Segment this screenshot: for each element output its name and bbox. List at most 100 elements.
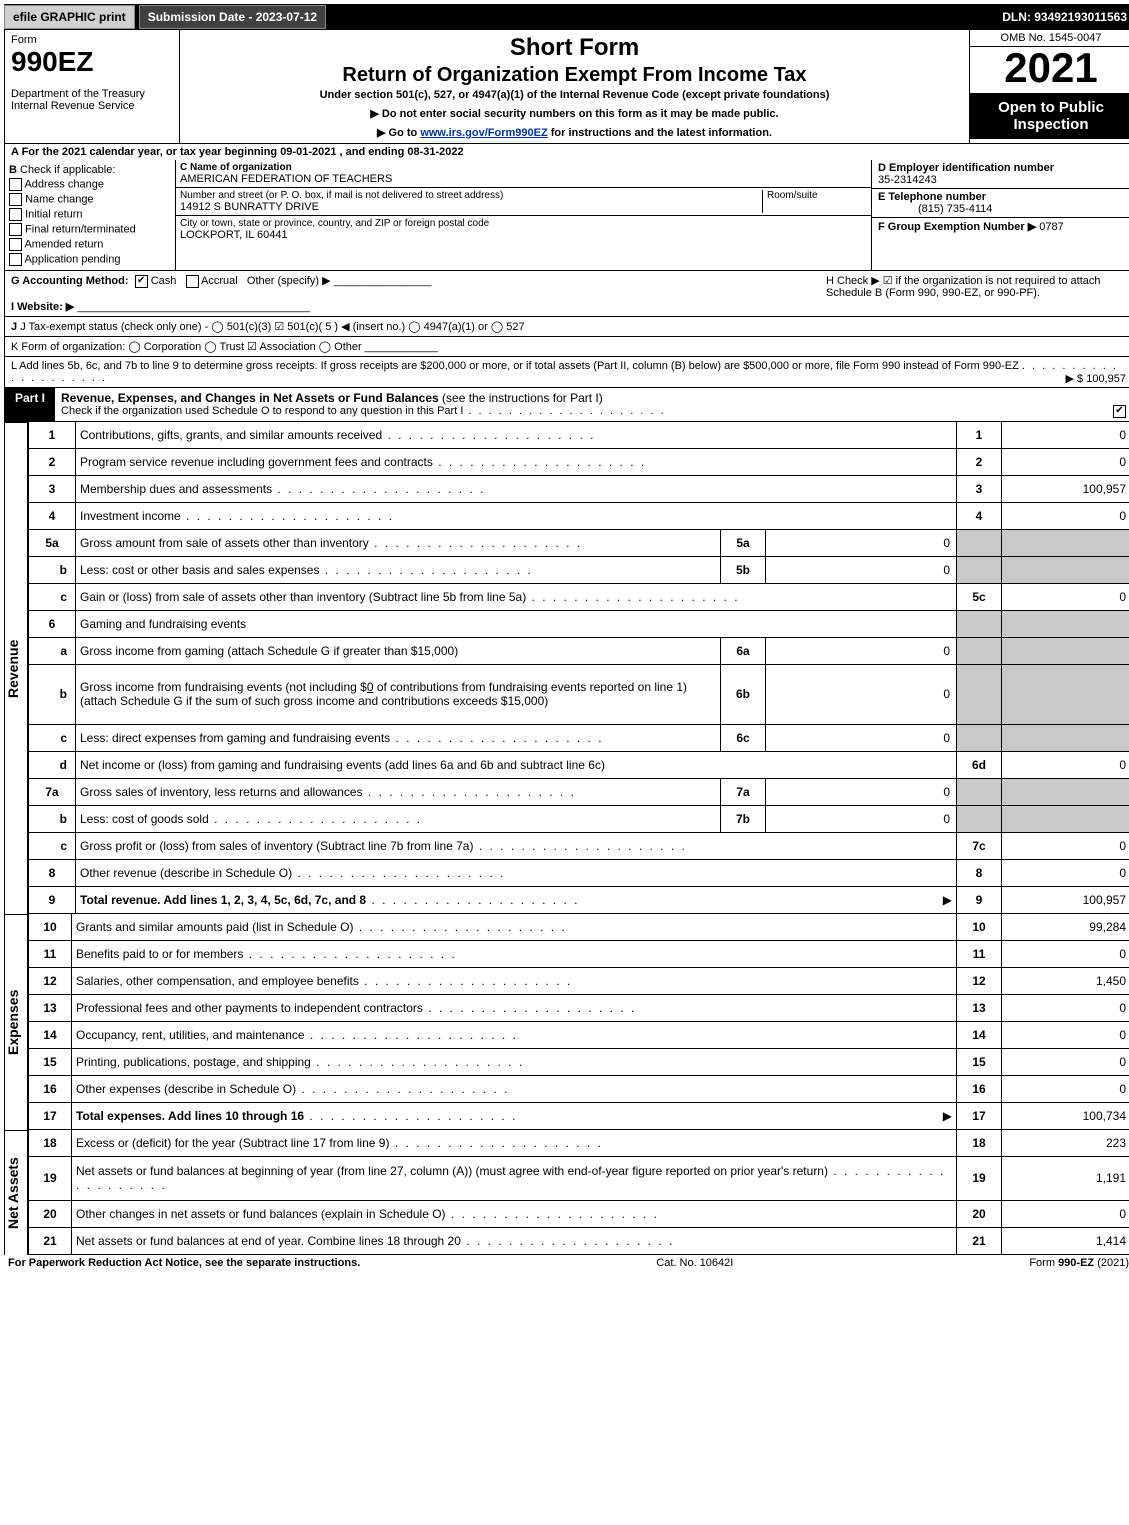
efile-print-button[interactable]: efile GRAPHIC print: [4, 5, 135, 29]
city-value: LOCKPORT, IL 60441: [180, 229, 867, 241]
k-text: K Form of organization: ◯ Corporation ◯ …: [11, 341, 362, 353]
tax-year: 2021: [970, 47, 1129, 89]
line-11: 11 Benefits paid to or for members 11 0: [29, 940, 1129, 967]
irs-label: Internal Revenue Service: [11, 100, 173, 112]
line-10: 10 Grants and similar amounts paid (list…: [29, 914, 1129, 941]
part1-title: Revenue, Expenses, and Changes in Net As…: [55, 388, 1129, 421]
part1-header: Part I Revenue, Expenses, and Changes in…: [4, 388, 1129, 422]
ein-value: 35-2314243: [878, 174, 937, 186]
accrual-checkbox[interactable]: [186, 275, 199, 288]
line-6: 6 Gaming and fundraising events: [29, 610, 1129, 637]
group-exemption-value: 0787: [1039, 221, 1063, 233]
phone-label: E Telephone number: [878, 191, 986, 203]
l-amount: 100,957: [1086, 373, 1126, 385]
footer-right: Form 990-EZ (2021): [1029, 1257, 1129, 1269]
rnum-1: 1: [957, 422, 1002, 449]
line-8: 8 Other revenue (describe in Schedule O)…: [29, 859, 1129, 886]
short-form-title: Short Form: [186, 34, 963, 62]
line-17: 17 Total expenses. Add lines 10 through …: [29, 1102, 1129, 1129]
line-13: 13 Professional fees and other payments …: [29, 994, 1129, 1021]
line-6c: c Less: direct expenses from gaming and …: [29, 724, 1129, 751]
section-b: B Check if applicable: Address change Na…: [5, 160, 176, 270]
room-label: Room/suite: [762, 190, 867, 213]
open-public-box: Open to Public Inspection: [970, 93, 1129, 139]
section-l: L Add lines 5b, 6c, and 7b to line 9 to …: [4, 357, 1129, 388]
dept-label: Department of the Treasury: [11, 88, 173, 100]
line-5a: 5a Gross amount from sale of assets othe…: [29, 529, 1129, 556]
netassets-section: Net Assets 18 Excess or (deficit) for th…: [4, 1130, 1129, 1255]
part1-schedule-o-checkbox[interactable]: ✔: [1113, 405, 1126, 418]
section-gh: G Accounting Method: ✔ Cash Accrual Othe…: [4, 271, 1129, 317]
dln-label: DLN: 93492193011563: [1002, 10, 1129, 24]
line-1: 1 Contributions, gifts, grants, and simi…: [29, 422, 1129, 449]
l-text: L Add lines 5b, 6c, and 7b to line 9 to …: [11, 360, 1019, 372]
top-bar: efile GRAPHIC print Submission Date - 20…: [4, 4, 1129, 30]
form-label: Form: [11, 34, 173, 46]
revenue-section: Revenue 1 Contributions, gifts, grants, …: [4, 422, 1129, 914]
line-12: 12 Salaries, other compensation, and emp…: [29, 967, 1129, 994]
check-application-pending[interactable]: Application pending: [9, 253, 171, 266]
page-footer: For Paperwork Reduction Act Notice, see …: [4, 1255, 1129, 1271]
submission-date-button[interactable]: Submission Date - 2023-07-12: [139, 5, 326, 29]
goto-prefix: ▶ Go to: [377, 127, 420, 139]
check-address-change[interactable]: Address change: [9, 178, 171, 191]
val-1: 0: [1002, 422, 1129, 449]
form-header: Form 990EZ Department of the Treasury In…: [4, 30, 1129, 144]
expenses-section: Expenses 10 Grants and similar amounts p…: [4, 914, 1129, 1130]
line-3: 3 Membership dues and assessments 3 100,…: [29, 475, 1129, 502]
b-letter: B: [9, 164, 17, 176]
org-name: AMERICAN FEDERATION OF TEACHERS: [180, 173, 867, 185]
accrual-label: Accrual: [201, 275, 238, 287]
part1-tab: Part I: [5, 388, 55, 421]
b-subtitle: Check if applicable:: [20, 164, 115, 176]
line-7a: 7a Gross sales of inventory, less return…: [29, 778, 1129, 805]
expenses-table: 10 Grants and similar amounts paid (list…: [28, 914, 1129, 1130]
irs-gov-link[interactable]: www.irs.gov/Form990EZ: [420, 127, 547, 139]
j-text: J Tax-exempt status (check only one) - ◯…: [20, 321, 524, 333]
c-label: C Name of organization: [180, 162, 292, 173]
form-header-right: OMB No. 1545-0047 2021 Open to Public In…: [969, 30, 1129, 143]
l-amount-prefix: ▶ $: [1066, 373, 1087, 385]
num-1: 1: [29, 422, 76, 449]
check-final-return[interactable]: Final return/terminated: [9, 223, 171, 236]
website-label: I Website: ▶: [11, 301, 74, 313]
g-prefix: G Accounting Method:: [11, 275, 129, 287]
under-section-text: Under section 501(c), 527, or 4947(a)(1)…: [186, 89, 963, 101]
revenue-table: 1 Contributions, gifts, grants, and simi…: [28, 422, 1129, 914]
street-label: Number and street (or P. O. box, if mail…: [180, 190, 762, 201]
section-k: K Form of organization: ◯ Corporation ◯ …: [4, 337, 1129, 357]
no-ssn-warning: ▶ Do not enter social security numbers o…: [186, 107, 963, 120]
goto-line: ▶ Go to www.irs.gov/Form990EZ for instru…: [186, 126, 963, 139]
check-name-change[interactable]: Name change: [9, 193, 171, 206]
form-header-center: Short Form Return of Organization Exempt…: [180, 30, 969, 143]
city-label: City or town, state or province, country…: [180, 218, 867, 229]
line-19: 19 Net assets or fund balances at beginn…: [29, 1156, 1129, 1200]
line-16: 16 Other expenses (describe in Schedule …: [29, 1075, 1129, 1102]
section-j: J J Tax-exempt status (check only one) -…: [4, 317, 1129, 337]
section-h: H Check ▶ ☑ if the organization is not r…: [822, 274, 1126, 313]
check-initial-return[interactable]: Initial return: [9, 208, 171, 221]
line-7b: b Less: cost of goods sold 7b 0: [29, 805, 1129, 832]
line-21: 21 Net assets or fund balances at end of…: [29, 1227, 1129, 1254]
form-header-left: Form 990EZ Department of the Treasury In…: [5, 30, 180, 143]
line-20: 20 Other changes in net assets or fund b…: [29, 1200, 1129, 1227]
section-c: C Name of organization AMERICAN FEDERATI…: [176, 160, 871, 270]
phone-value: (815) 735-4114: [878, 203, 992, 215]
cash-checkbox[interactable]: ✔: [135, 275, 148, 288]
line-a: A For the 2021 calendar year, or tax yea…: [4, 144, 1129, 160]
section-def: D Employer identification number 35-2314…: [871, 160, 1129, 270]
line-6a: a Gross income from gaming (attach Sched…: [29, 637, 1129, 664]
line-18: 18 Excess or (deficit) for the year (Sub…: [29, 1130, 1129, 1157]
line-5b: b Less: cost or other basis and sales ex…: [29, 556, 1129, 583]
desc-1: Contributions, gifts, grants, and simila…: [80, 428, 382, 442]
line-15: 15 Printing, publications, postage, and …: [29, 1048, 1129, 1075]
group-exemption-label: F Group Exemption Number ▶: [878, 221, 1036, 233]
line-4: 4 Investment income 4 0: [29, 502, 1129, 529]
check-amended-return[interactable]: Amended return: [9, 238, 171, 251]
line-5c: c Gain or (loss) from sale of assets oth…: [29, 583, 1129, 610]
form-number: 990EZ: [11, 46, 173, 78]
expenses-side-label: Expenses: [4, 914, 28, 1130]
ein-label: D Employer identification number: [878, 162, 1054, 174]
footer-center: Cat. No. 10642I: [656, 1257, 733, 1269]
netassets-table: 18 Excess or (deficit) for the year (Sub…: [28, 1130, 1129, 1255]
